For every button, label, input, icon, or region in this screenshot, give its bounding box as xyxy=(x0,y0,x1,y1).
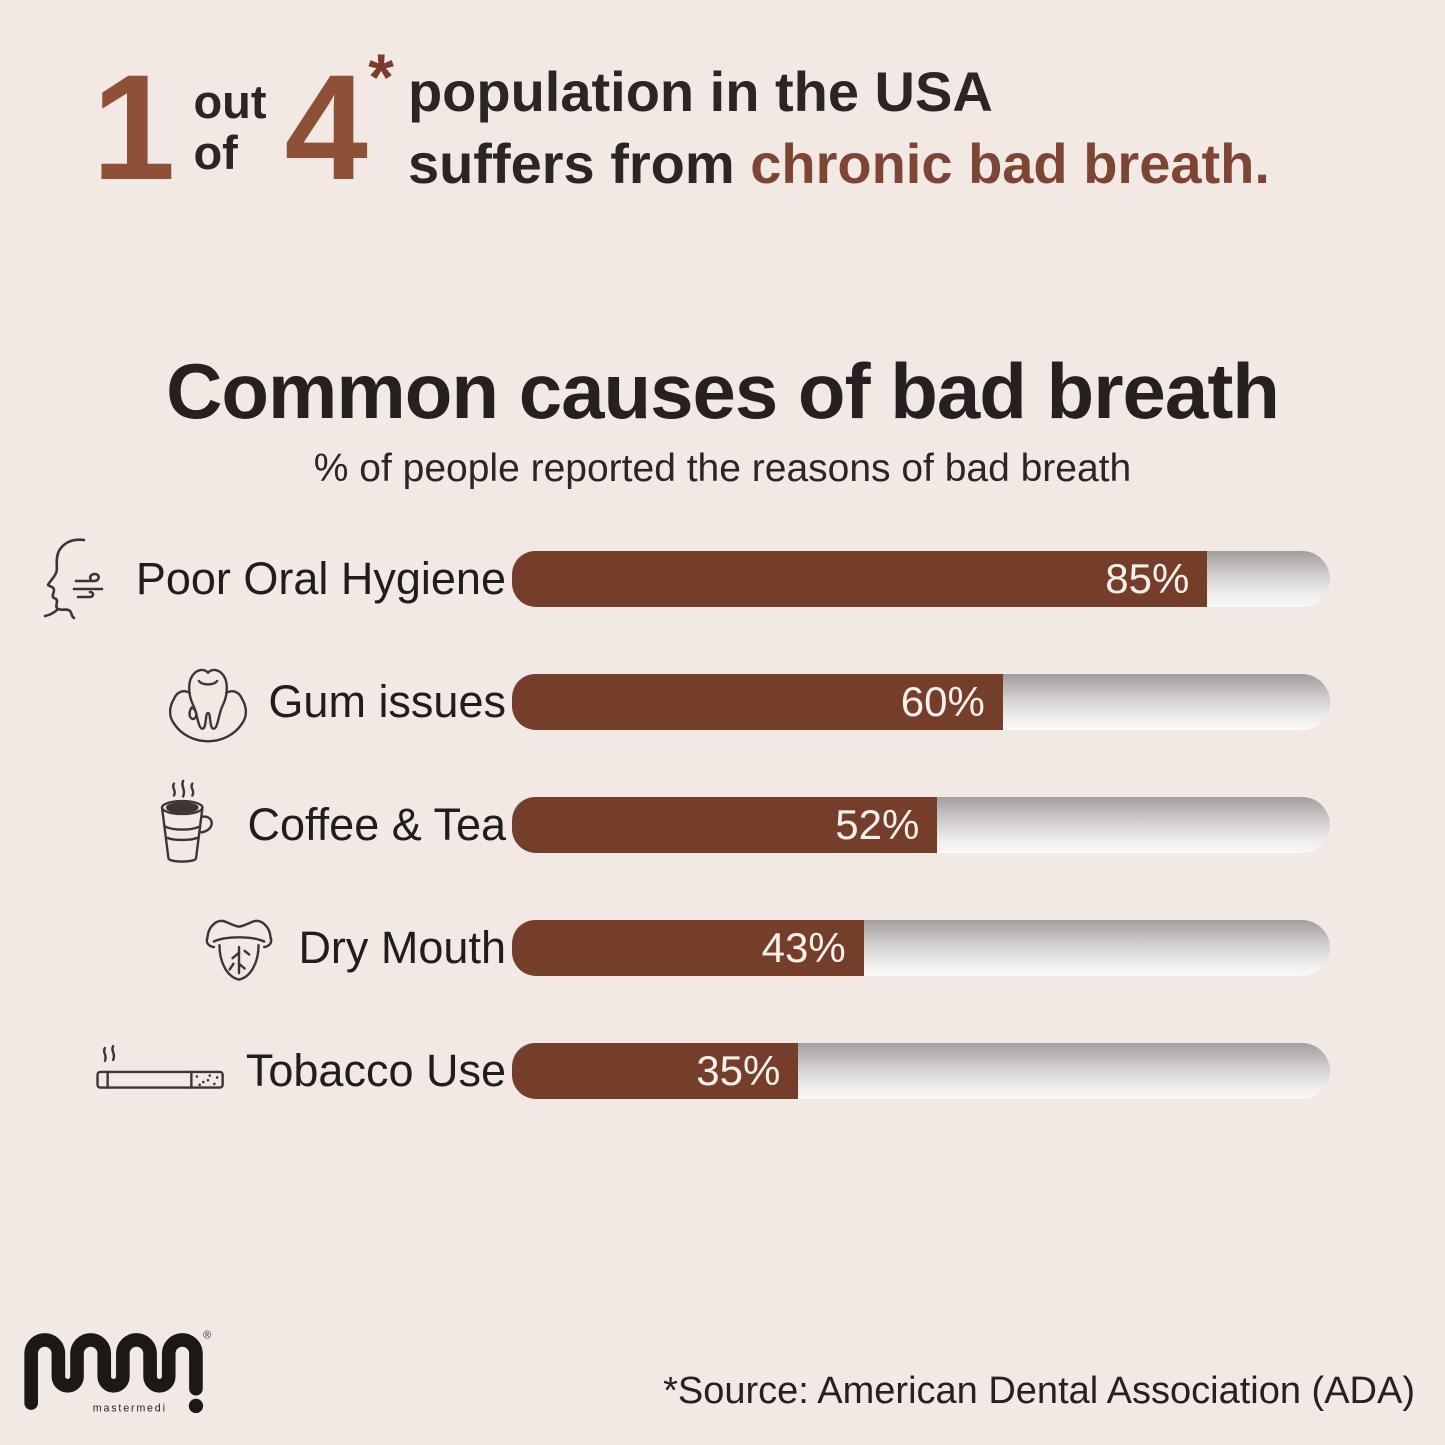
bar-row-dry-mouth: Dry Mouth 43% xyxy=(0,886,1445,1009)
dry-tongue-icon xyxy=(196,908,282,988)
headline-line2-prefix: suffers from xyxy=(407,131,751,195)
headline-out: out xyxy=(193,74,267,128)
bar-chart: Poor Oral Hygiene 85% xyxy=(0,517,1445,1132)
bar-track: 35% xyxy=(512,1042,1330,1099)
bar-label: Coffee & Tea xyxy=(247,798,506,850)
bar-value-label: 35% xyxy=(696,1046,781,1094)
label-cell: Dry Mouth xyxy=(0,908,512,988)
bar-value-label: 85% xyxy=(1105,554,1190,602)
bar-label: Poor Oral Hygiene xyxy=(135,552,506,604)
source-note: *Source: American Dental Association (AD… xyxy=(663,1370,1415,1412)
asterisk-mark: * xyxy=(368,40,394,115)
headline-line2-highlight: chronic bad breath. xyxy=(750,131,1270,195)
registered-trademark-icon: ® xyxy=(203,1330,211,1342)
logo-wordmark: mastermedi xyxy=(93,1403,167,1415)
bar-track: 52% xyxy=(512,796,1330,853)
bar-row-gum-issues: Gum issues 60% xyxy=(0,640,1445,763)
headline-number-four-wrap: 4 * xyxy=(285,44,394,202)
bar-value-label: 60% xyxy=(900,677,985,725)
bar-fill: 52% xyxy=(512,796,938,853)
headline-line2: suffers from chronic bad breath. xyxy=(408,128,1270,200)
coffee-cup-icon xyxy=(139,779,231,871)
bar-track: 60% xyxy=(512,673,1330,730)
bar-fill: 35% xyxy=(512,1042,799,1099)
headline-line1: population in the USA xyxy=(407,60,993,123)
headline-out-of: out of xyxy=(193,74,267,179)
bar-value-label: 52% xyxy=(835,800,920,848)
bar-fill: 60% xyxy=(512,673,1003,730)
headline: 1 out of 4 * population in the USA suffe… xyxy=(0,0,1445,212)
bar-fill: 85% xyxy=(512,550,1208,607)
headline-of: of xyxy=(193,125,238,179)
bar-track: 85% xyxy=(512,550,1330,607)
headline-number-four: 4 xyxy=(284,43,368,212)
cigarette-icon xyxy=(92,1042,230,1100)
bar-row-tobacco-use: Tobacco Use 35% xyxy=(0,1009,1445,1132)
mastermedi-logo: mastermedi ® xyxy=(24,1327,216,1421)
bar-row-poor-oral-hygiene: Poor Oral Hygiene 85% xyxy=(0,517,1445,640)
logo-squiggle xyxy=(24,1333,203,1410)
bar-label: Tobacco Use xyxy=(245,1044,506,1096)
bar-fill: 43% xyxy=(512,919,864,976)
bar-track: 43% xyxy=(512,919,1330,976)
bar-row-coffee-tea: Coffee & Tea 52% xyxy=(0,763,1445,886)
tooth-gums-icon xyxy=(164,660,252,744)
logo-dot xyxy=(188,1398,204,1414)
chart-title: Common causes of bad breath xyxy=(166,347,1280,436)
bar-value-label: 43% xyxy=(761,923,846,971)
chart-subtitle: % of people reported the reasons of bad … xyxy=(313,447,1132,491)
breath-face-icon xyxy=(28,537,120,621)
bar-label: Dry Mouth xyxy=(298,921,506,973)
headline-number-one: 1 xyxy=(92,43,175,212)
headline-text: population in the USA suffers from chron… xyxy=(408,56,1270,199)
label-cell: Poor Oral Hygiene xyxy=(0,537,512,621)
label-cell: Coffee & Tea xyxy=(0,779,512,871)
label-cell: Tobacco Use xyxy=(0,1042,512,1100)
label-cell: Gum issues xyxy=(0,660,512,744)
bar-label: Gum issues xyxy=(268,675,506,727)
